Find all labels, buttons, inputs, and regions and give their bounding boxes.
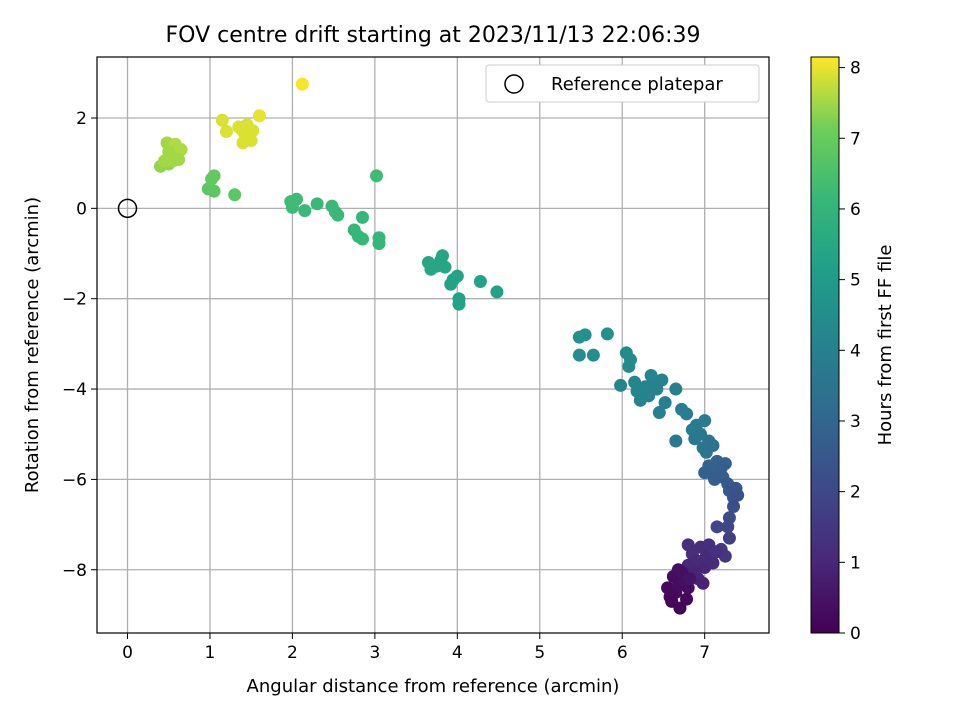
data-point [331,208,345,222]
y-tick-label: −6 [62,470,87,490]
legend-marker [504,74,524,94]
data-point [671,563,685,577]
y-tick-label: −8 [62,561,87,581]
data-point [438,260,452,274]
x-axis-label: Angular distance from reference (arcmin) [247,676,620,697]
grid-lines [97,57,769,633]
data-point [673,601,687,615]
data-point [490,285,504,299]
legend: Reference platepar [485,64,760,103]
data-point [356,210,370,224]
y-tick-label: 0 [76,199,87,219]
data-point [721,520,735,534]
y-tick-label: −4 [62,380,87,400]
legend-box [485,64,760,103]
data-point [652,406,666,420]
legend-label: Reference platepar [551,74,723,95]
data-point [578,328,592,342]
colorbar-label: Hours from first FF file [875,245,896,446]
y-tick-labels: −8 −6 −4 −2 0 2 [62,109,97,581]
x-tick-label: 0 [122,643,133,663]
data-point [586,348,600,362]
x-tick-label: 7 [699,643,710,663]
data-point [234,122,248,136]
data-point [655,373,669,387]
data-point [370,169,384,183]
data-point [680,407,694,421]
data-point [727,500,741,514]
data-point [356,232,370,246]
chart-title: FOV centre drift starting at 2023/11/13 … [166,23,701,48]
x-tick-label: 3 [369,643,380,663]
x-tick-labels: 0 1 2 3 4 5 6 7 [122,633,710,663]
data-point [710,545,724,559]
colorbar-tick-label: 8 [850,59,861,79]
data-point [435,249,449,263]
y-tick-label: 2 [76,109,87,129]
colorbar-tick-label: 4 [850,341,861,361]
data-points [153,77,745,615]
colorbar-tick-label: 0 [850,624,861,644]
data-point [295,77,309,91]
data-point [290,192,304,206]
data-point [731,488,745,502]
colorbar-tick-label: 6 [850,200,861,220]
colorbar-tick-label: 2 [850,483,861,503]
x-tick-label: 2 [287,643,298,663]
colorbar-gradient [810,56,840,634]
data-point [310,197,324,211]
data-point [718,457,732,471]
data-point [669,382,683,396]
colorbar-tick-label: 7 [850,129,861,149]
x-tick-label: 6 [617,643,628,663]
data-point [683,572,697,586]
data-point [298,204,312,218]
data-point [600,327,614,341]
colorbar-tick-label: 1 [850,553,861,573]
data-point [614,378,628,392]
colorbar: 0 1 2 3 4 5 6 7 8 Hours from first FF file [810,56,896,644]
plot-frame [96,56,770,634]
data-point [572,348,586,362]
reference-marker [117,198,138,219]
colorbar-tick-label: 5 [850,271,861,291]
data-point [658,396,672,410]
data-point [450,269,464,283]
data-point [722,531,736,545]
y-tick-label: −2 [62,290,87,310]
data-point [473,275,487,289]
data-point [207,184,221,198]
x-tick-label: 1 [205,643,216,663]
colorbar-tick-label: 3 [850,412,861,432]
data-point [372,237,386,251]
data-point [706,556,720,570]
data-point [252,109,266,123]
data-point [706,439,720,453]
data-point [452,297,466,311]
data-point [680,592,694,606]
data-point [623,353,637,367]
data-point [215,113,229,127]
data-point [669,434,683,448]
data-point [698,414,712,428]
colorbar-ticks: 0 1 2 3 4 5 6 7 8 [839,59,861,644]
data-point [219,125,233,139]
data-point [207,169,221,183]
data-point [162,145,176,159]
data-point [710,520,724,534]
data-point [228,188,242,202]
x-tick-label: 4 [452,643,463,663]
y-axis-label: Rotation from reference (arcmin) [22,197,43,493]
x-tick-label: 5 [534,643,545,663]
